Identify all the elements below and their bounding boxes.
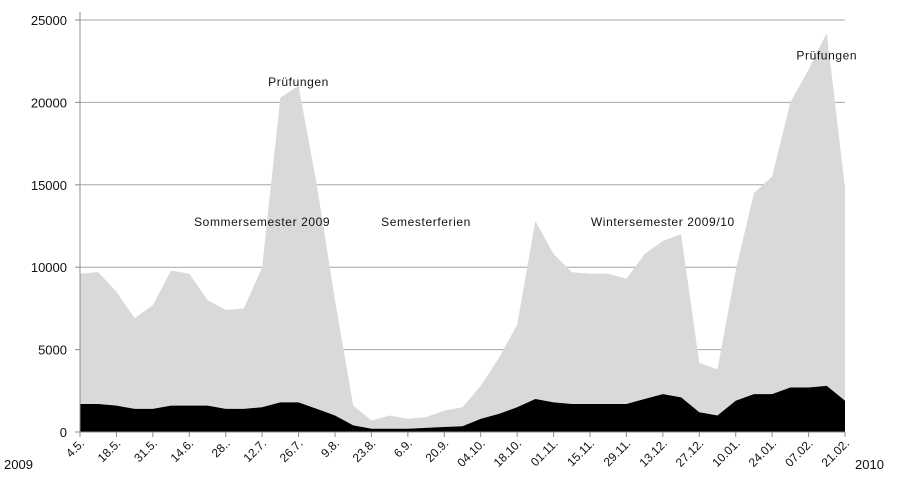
x-tick-label-15: 29.11.: [601, 436, 634, 469]
y-tick-labels: 0 5000 10000 15000 20000 25000: [31, 13, 67, 440]
x-tick-label-3: 14.6.: [168, 436, 197, 465]
x-end-label: 2010: [855, 457, 884, 472]
series-area-0: [80, 33, 845, 433]
y-tick-label-4: 20000: [31, 95, 67, 110]
x-tick-label-10: 20.9.: [423, 436, 452, 465]
y-tick-label-0: 0: [60, 425, 67, 440]
x-tick-label-4: 28..: [209, 436, 233, 460]
x-tick-label-21: 21.02.: [819, 436, 852, 469]
x-start-label: 2009: [4, 457, 33, 472]
annotation-4: Prüfungen: [796, 49, 857, 63]
x-tick-label-12: 18.10.: [491, 436, 524, 469]
x-tick-label-18: 10.01.: [709, 436, 742, 469]
x-tick-label-20: 07.02.: [782, 436, 815, 469]
x-tick-label-1: 18.5.: [95, 436, 124, 465]
annotations: Sommersemester 2009 Prüfungen Semesterferi…: [194, 49, 857, 229]
x-tick-labels: 4.5. 18.5. 31.5. 14.6. 28.. 12.7. 26.7. 9.8. 23.…: [4, 436, 884, 472]
x-tick-label-19: 24.01.: [746, 436, 779, 469]
x-tick-label-6: 26.7.: [277, 436, 306, 465]
annotation-1: Prüfungen: [268, 75, 329, 89]
x-tick-label-16: 13.12.: [636, 436, 669, 469]
x-tick-label-2: 31.5.: [131, 436, 160, 465]
x-tick-label-11: 04.10.: [454, 436, 487, 469]
annotation-3: Wintersemester 2009/10: [591, 215, 735, 229]
x-tick-label-7: 9.8.: [318, 436, 342, 460]
y-tick-label-1: 5000: [38, 343, 67, 358]
x-tick-label-17: 27.12.: [673, 436, 706, 469]
series-area-1: [80, 385, 845, 432]
x-tick-label-9: 6.9.: [391, 436, 415, 460]
y-tick-label-3: 15000: [31, 178, 67, 193]
x-tick-label-8: 23.8.: [350, 436, 379, 465]
y-tick-label-2: 10000: [31, 260, 67, 275]
chart-areas: [80, 33, 845, 433]
gridlines: [80, 19, 845, 351]
x-tick-label-13: 01.11.: [528, 436, 561, 469]
annotation-0: Sommersemester 2009: [194, 215, 330, 229]
y-tick-label-5: 25000: [31, 13, 67, 28]
x-tick-label-5: 12.7.: [240, 436, 269, 465]
annotation-2: Semesterferien: [381, 215, 471, 229]
chart-axes: [75, 12, 846, 437]
x-tick-label-14: 15.11.: [564, 436, 597, 469]
